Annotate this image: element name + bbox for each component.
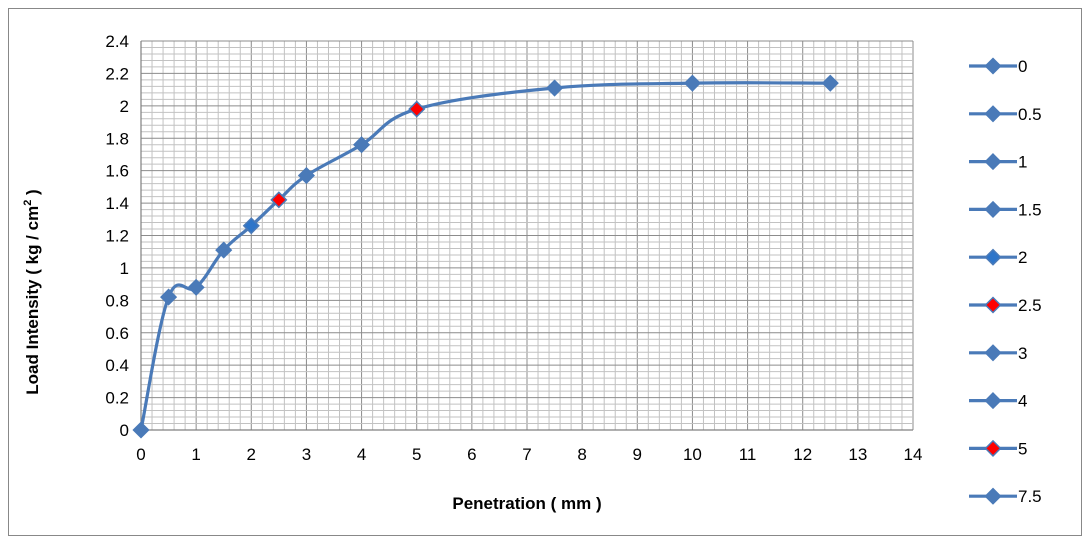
legend-item: 7.5 [969,487,1042,506]
legend-label: 7.5 [1018,487,1042,506]
x-tick-label: 2 [247,445,256,464]
data-point [132,421,150,439]
data-markers [132,74,839,439]
x-tick-label: 6 [467,445,476,464]
y-tick-label: 1.8 [105,129,129,148]
x-tick-label: 0 [136,445,145,464]
legend-item: 5 [969,439,1027,458]
legend-marker [984,296,1002,314]
grid [140,40,914,431]
legend-marker [984,153,1002,171]
y-tick-label: 0 [120,421,129,440]
x-tick-label: 3 [302,445,311,464]
legend-label: 1.5 [1018,200,1042,219]
data-point [408,100,426,118]
x-tick-label: 10 [683,445,702,464]
x-tick-labels: 0 1 2 3 4 5 6 7 8 9 10 11 12 13 14 [136,445,922,464]
legend-item: 2.5 [969,296,1042,315]
legend-item: 2 [969,248,1027,267]
x-tick-label: 5 [412,445,421,464]
y-tick-label: 2.2 [105,64,129,83]
x-tick-label: 7 [522,445,531,464]
y-tick-label: 1.4 [105,194,129,213]
y-tick-labels: 0 0.2 0.4 0.6 0.8 1 1.2 1.4 1.6 1.8 2 2.2 2.4 [105,32,129,440]
legend-item: 0.5 [969,105,1042,124]
data-point [187,278,205,296]
data-point [821,74,839,92]
data-point [353,136,371,154]
x-tick-label: 9 [633,445,642,464]
legend-item: 1.5 [969,200,1042,219]
legend-item: 0 [969,57,1027,76]
x-tick-label: 8 [577,445,586,464]
axes [140,41,913,431]
x-tick-label: 11 [739,445,757,464]
data-point [242,217,260,235]
y-tick-label: 1 [120,259,129,278]
legend-label: 2 [1018,248,1027,267]
legend-item: 1 [969,153,1027,172]
y-axis-title-end: ) [23,189,42,199]
y-tick-label: 0.2 [105,389,129,408]
data-point [270,191,288,209]
data-point [160,288,178,306]
y-axis-title-main: Load Intensity ( kg / cm [23,206,42,395]
legend-label: 5 [1018,439,1027,458]
legend-label: 3 [1018,344,1027,363]
data-point [215,241,233,259]
legend-label: 1 [1018,153,1027,172]
legend-label: 4 [1018,392,1027,411]
data-point [297,166,315,185]
y-tick-label: 0.6 [105,324,129,343]
legend-marker [984,200,1002,218]
legend-marker [984,105,1002,123]
data-point [546,79,564,97]
y-tick-label: 2 [120,97,129,116]
x-tick-label: 14 [904,445,923,464]
legend-marker [984,248,1002,266]
x-axis-title: Penetration ( mm ) [452,494,601,513]
y-tick-label: 0.8 [105,291,129,310]
legend-label: 0.5 [1018,105,1042,124]
legend-marker [984,439,1002,457]
y-tick-label: 0.4 [105,356,129,375]
y-tick-label: 1.2 [105,227,129,246]
legend: 0 0.5 1 1.5 2 2.5 3 4 5 7.5 [969,57,1042,506]
y-tick-label: 1.6 [105,162,129,181]
legend-marker [984,487,1002,505]
x-tick-label: 12 [793,445,812,464]
legend-label: 2.5 [1018,296,1042,315]
legend-marker [984,57,1002,75]
legend-marker [984,392,1002,410]
legend-item: 4 [969,392,1027,411]
legend-label: 0 [1018,57,1027,76]
legend-marker [984,344,1002,362]
x-tick-label: 13 [848,445,867,464]
x-tick-label: 4 [357,445,366,464]
legend-item: 3 [969,344,1027,363]
y-tick-label: 2.4 [105,32,129,51]
x-tick-label: 1 [191,445,200,464]
y-axis-title: Load Intensity ( kg / cm2 ) [22,189,42,394]
y-axis-title-superscript: 2 [22,200,34,206]
chart-border [8,8,1082,536]
data-point [683,74,701,92]
